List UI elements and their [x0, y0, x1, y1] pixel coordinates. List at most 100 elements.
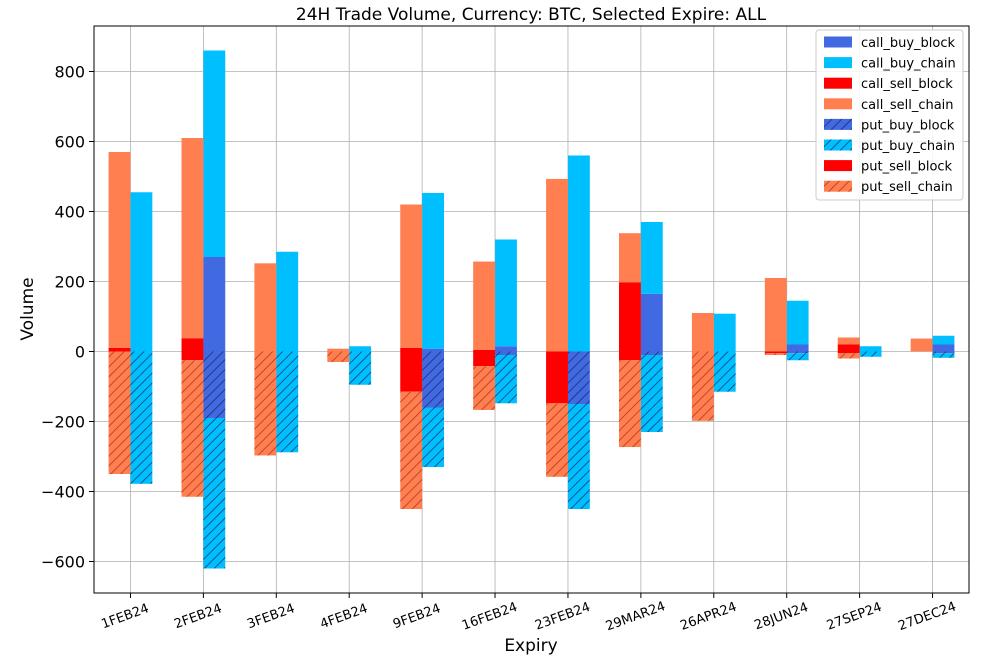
x-tick-label: 4FEB24	[318, 601, 370, 632]
y-tick-label: −400	[41, 483, 85, 502]
x-axis-label: Expiry	[504, 636, 557, 656]
legend-label-put_sell_block: put_sell_block	[861, 160, 953, 175]
bar-put_buy_chain-23feb24	[567, 404, 590, 509]
bar-put_sell_chain-29mar24	[619, 360, 641, 448]
bar-put_buy_block-16feb24	[495, 351, 517, 355]
legend-swatch-call_buy_chain	[824, 57, 852, 69]
bar-call_buy_chain-23feb24	[567, 155, 590, 352]
bars	[108, 50, 955, 569]
bar-put_sell_block-9feb24	[400, 351, 423, 392]
bar-call_buy_chain-2feb24	[203, 50, 226, 257]
x-tick-label: 23FEB24	[533, 600, 592, 634]
bar-call_sell_block-2feb24	[181, 338, 204, 352]
bar-call_buy_chain-26apr24	[713, 313, 736, 352]
bar-call_buy_chain-16feb24	[495, 239, 517, 347]
legend: call_buy_block call_buy_chain call_sell_bl…	[815, 29, 964, 201]
bar-put_sell_chain-26apr24	[691, 351, 714, 421]
legend-swatch-put_buy_block	[824, 118, 852, 130]
bar-put_buy_chain-27sep24	[859, 351, 882, 357]
bar-call_buy_chain-9feb24	[422, 192, 444, 349]
legend-swatch-put_sell_block	[824, 160, 852, 172]
y-tick-label: 200	[54, 273, 85, 292]
chart-title: 24H Trade Volume, Currency: BTC, Selecte…	[296, 5, 767, 25]
bar-put_sell_block-27sep24	[837, 351, 860, 354]
bar-put_buy_chain-9feb24	[422, 407, 444, 467]
bar-call_buy_chain-3feb24	[276, 251, 299, 352]
bar-put_buy_chain-3feb24	[276, 351, 299, 453]
bar-put_buy_chain-16feb24	[495, 355, 517, 404]
bar-put_sell_chain-27sep24	[837, 353, 860, 359]
bar-call_buy_chain-4feb24	[349, 346, 372, 352]
y-tick-label: −600	[41, 553, 85, 572]
bar-put_buy_block-28jun24	[786, 351, 809, 354]
bar-put_buy_block-9feb24	[422, 351, 444, 408]
bar-call_buy_chain-1feb24	[130, 192, 153, 352]
bar-call_sell_block-27sep24	[837, 344, 860, 352]
y-tick-label: 0	[75, 343, 85, 362]
x-tick-label: 28JUN24	[753, 600, 811, 633]
x-tick-label: 3FEB24	[245, 601, 297, 632]
legend-label-call_sell_block: call_sell_block	[861, 77, 953, 92]
bar-put_buy_chain-27dec24	[932, 353, 955, 358]
bar-put_buy_block-2feb24	[203, 351, 226, 418]
bar-put_sell_block-23feb24	[546, 351, 568, 404]
y-tick-label: 600	[54, 133, 85, 152]
bar-call_sell_chain-26apr24	[691, 313, 714, 352]
bar-call_buy_chain-29mar24	[640, 222, 663, 294]
y-tick-label: 800	[54, 63, 85, 82]
x-tick-label: 9FEB24	[391, 601, 443, 632]
x-tick-label: 27DEC24	[896, 599, 958, 634]
x-tick-label: 27SEP24	[825, 600, 884, 634]
bar-call_sell_chain-1feb24	[108, 152, 131, 348]
bar-put_buy_chain-2feb24	[203, 418, 226, 569]
legend-label-put_buy_block: put_buy_block	[861, 118, 955, 133]
legend-label-call_buy_block: call_buy_block	[861, 36, 955, 51]
x-tick-label: 1FEB24	[99, 601, 151, 632]
bar-call_sell_chain-2feb24	[181, 138, 204, 339]
y-axis-ticks: −600 −400 −200 0 200 400 600 800	[41, 63, 94, 572]
y-tick-label: 400	[54, 203, 85, 222]
x-tick-label: 2FEB24	[172, 601, 224, 632]
bar-call_buy_chain-27sep24	[859, 346, 882, 352]
legend-label-call_sell_chain: call_sell_chain	[861, 98, 954, 113]
bar-put_sell_chain-2feb24	[181, 360, 204, 497]
legend-swatch-put_sell_chain	[824, 180, 852, 192]
bar-call_buy_block-27dec24	[932, 344, 955, 352]
plot-frame	[93, 25, 970, 594]
bar-call_sell_chain-16feb24	[473, 261, 496, 350]
bar-call_sell_chain-27sep24	[837, 337, 860, 345]
bar-put_sell_chain-1feb24	[108, 351, 131, 474]
bar-put_sell_block-28jun24	[764, 351, 787, 354]
bar-put_sell_chain-23feb24	[546, 403, 568, 477]
bar-put_sell_chain-4feb24	[327, 351, 350, 362]
bar-put_buy_block-29mar24	[640, 351, 663, 355]
bar-put_buy_block-27dec24	[932, 351, 955, 354]
x-tick-label: 16FEB24	[460, 600, 519, 634]
x-axis-ticks: 1FEB24 2FEB24 3FEB24 4FEB24 9FEB24 16FEB24 23F…	[99, 593, 958, 634]
bar-call_buy_block-29mar24	[640, 293, 663, 352]
bar-call_sell_chain-9feb24	[400, 204, 423, 348]
bar-put_buy_chain-26apr24	[713, 351, 736, 392]
bar-call_buy_block-2feb24	[203, 257, 226, 352]
bar-put_sell_block-2feb24	[181, 351, 204, 361]
bar-put_buy_block-23feb24	[567, 351, 590, 404]
bar-put_sell_chain-16feb24	[473, 366, 496, 410]
bar-put_sell_block-29mar24	[619, 351, 641, 361]
bar-put_buy_chain-29mar24	[640, 355, 663, 432]
bar-call_sell_chain-28jun24	[764, 278, 787, 352]
bar-call_sell_chain-23feb24	[546, 178, 568, 352]
bar-call_sell_block-29mar24	[619, 282, 641, 352]
bar-put_buy_chain-1feb24	[130, 351, 153, 484]
bar-call_sell_chain-4feb24	[327, 348, 350, 352]
legend-swatch-put_buy_chain	[824, 139, 852, 151]
bar-call_sell_chain-27dec24	[910, 338, 933, 352]
x-tick-label: 29MAR24	[604, 599, 668, 634]
bar-call_sell_chain-3feb24	[254, 263, 277, 352]
bar-call_sell_block-9feb24	[400, 348, 423, 352]
legend-label-put_sell_chain: put_sell_chain	[861, 180, 953, 195]
bar-call_buy_block-28jun24	[786, 344, 809, 352]
bar-call_buy_block-9feb24	[422, 348, 444, 352]
bar-put_buy_chain-4feb24	[349, 351, 372, 385]
bar-put_sell_chain-3feb24	[254, 351, 277, 456]
